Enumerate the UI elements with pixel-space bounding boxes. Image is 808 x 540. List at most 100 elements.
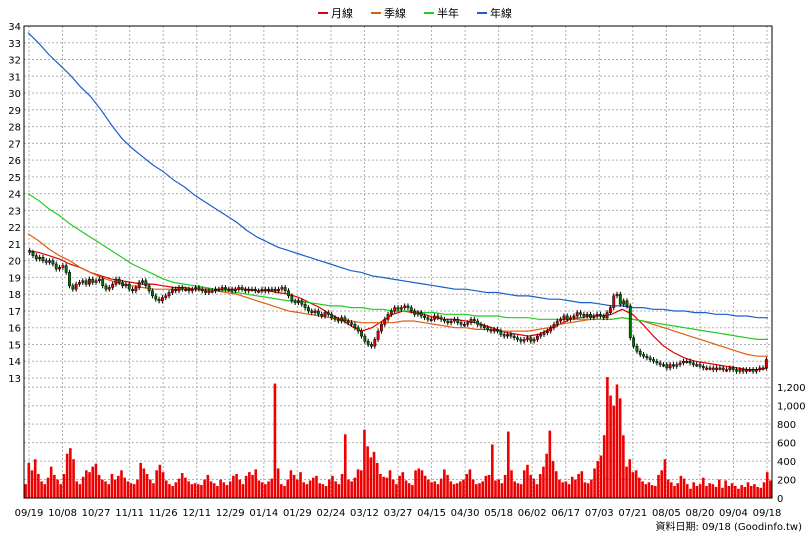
candle-body (675, 364, 679, 367)
candle-body (539, 334, 543, 337)
date-tick-label: 04/15 (417, 508, 446, 519)
candle-body (393, 307, 397, 312)
volume-bar (593, 468, 596, 498)
volume-bar (503, 474, 507, 498)
volume-bar (436, 484, 440, 498)
volume-bar (340, 474, 344, 498)
volume-bar (27, 462, 31, 498)
candle-body (350, 322, 353, 325)
volume-bar (679, 475, 683, 498)
candle-body (559, 319, 563, 322)
volume-bar (481, 481, 485, 498)
candle-body (366, 340, 370, 345)
candle-body (323, 312, 327, 317)
volume-bar (548, 430, 552, 498)
candlesticks (28, 248, 768, 374)
volume-bar (308, 480, 312, 498)
candle-body (413, 310, 417, 315)
volume-bar (765, 472, 769, 498)
candle-body (691, 362, 695, 365)
volume-bar (459, 481, 462, 498)
candle-body (678, 362, 682, 365)
volume-bar (62, 474, 66, 498)
volume-bar (168, 484, 171, 498)
volume-bar (375, 462, 379, 498)
volume-bar (107, 484, 111, 498)
candle-body (141, 280, 144, 283)
candle-body (562, 315, 566, 320)
volume-bar (625, 466, 628, 498)
volume-bar (510, 470, 513, 498)
volume-bar (494, 480, 497, 498)
candle-body (233, 288, 237, 292)
volume-bar (468, 469, 472, 498)
candle-body (111, 283, 115, 288)
volume-bar (711, 484, 715, 498)
candle-body (462, 324, 466, 327)
ma-line (27, 250, 769, 371)
candle-body (645, 355, 649, 359)
volume-bar (574, 479, 577, 498)
volume-bar (180, 473, 184, 498)
volume-bar (631, 472, 635, 498)
candle-body (429, 319, 433, 322)
volume-bar (570, 476, 574, 498)
candle-body (54, 263, 58, 270)
volume-bar (225, 485, 229, 498)
volume-bar (37, 474, 40, 498)
candle-body (496, 329, 499, 332)
candle-body (486, 327, 490, 330)
candle-body (618, 293, 622, 305)
candle-body (403, 305, 407, 308)
candle-body (446, 320, 450, 323)
source-note: 資料日期: 09/18 (Goodinfo.tw) (655, 520, 802, 533)
candle-body (552, 324, 556, 328)
candle-body (453, 319, 456, 322)
volume-bar (567, 484, 571, 498)
candle-body (81, 280, 85, 283)
volume-bar (110, 474, 114, 498)
date-tick-label: 07/21 (618, 508, 647, 519)
volume-bar (206, 474, 210, 498)
candle-body (273, 288, 277, 292)
date-tick-label: 09/04 (719, 508, 748, 519)
volume-bar (622, 435, 625, 498)
price-tick-label: 16 (8, 324, 21, 335)
volume-bar (311, 477, 315, 498)
volume-bar (81, 476, 85, 498)
volume-bar (327, 479, 331, 498)
volume-bar (219, 479, 222, 498)
volume-bar (296, 479, 299, 498)
volume-bar (670, 482, 673, 498)
volume-bar (171, 486, 174, 498)
volume-bar (353, 477, 357, 498)
volume-bar (280, 484, 283, 498)
candle-body (207, 290, 211, 293)
date-tick-label: 09/19 (15, 508, 44, 519)
volume-bar (232, 475, 235, 498)
candle-body (569, 317, 573, 320)
candle-body (64, 265, 68, 273)
volume-bar (455, 483, 459, 498)
volume-bar (462, 479, 465, 498)
volume-bar (753, 484, 756, 498)
volume-bar (660, 470, 664, 498)
volume-bar (251, 474, 254, 498)
volume-bar (53, 474, 56, 498)
candle-body (708, 367, 712, 370)
volume-bar (759, 487, 763, 498)
volume-bar (609, 395, 612, 498)
volume-bar (24, 484, 27, 498)
candle-body (121, 282, 125, 287)
candle-body (642, 354, 646, 357)
volume-bar (72, 459, 75, 498)
volume-tick-label: 800 (777, 420, 796, 431)
candle-body (214, 288, 217, 292)
candle-body (194, 287, 198, 290)
candle-body (589, 314, 592, 318)
candle-body (114, 278, 118, 285)
candle-body (44, 260, 48, 263)
candle-body (764, 359, 768, 369)
candle-body (648, 357, 652, 360)
volume-bar (634, 470, 638, 498)
